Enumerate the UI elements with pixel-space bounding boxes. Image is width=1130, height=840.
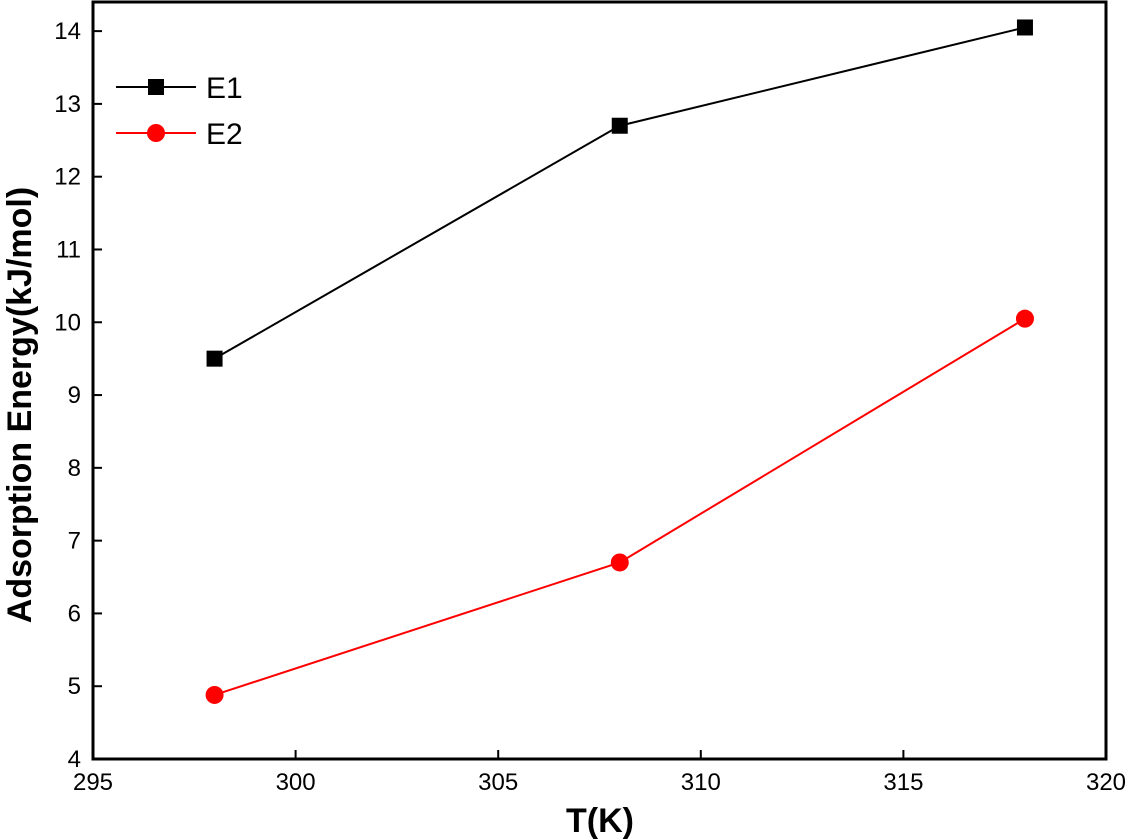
x-tick-label: 295	[73, 769, 113, 796]
x-tick-label: 305	[478, 769, 518, 796]
y-tick-label: 9	[68, 382, 81, 409]
data-point-e1	[206, 350, 223, 367]
data-point-e2	[1015, 309, 1034, 328]
legend-label-e1: E1	[206, 72, 243, 105]
x-tick-label: 300	[276, 769, 316, 796]
series-layer	[205, 19, 1034, 704]
y-axis-ticks: 4 5 6 7 8 9 10 11 12 13 14	[54, 18, 102, 773]
plot-frame	[91, 0, 1108, 761]
y-tick-label: 12	[54, 164, 81, 191]
x-axis-ticks: 295 300 305 310 315 320	[73, 750, 1126, 796]
legend-marker-e1	[148, 79, 164, 95]
y-tick-label: 11	[56, 236, 81, 263]
y-tick-label: 8	[68, 455, 81, 482]
y-tick-label: 13	[54, 91, 81, 118]
data-point-e2	[205, 685, 224, 704]
y-tick-label: 4	[68, 746, 81, 773]
x-tick-label: 320	[1086, 769, 1126, 796]
y-tick-label: 7	[68, 528, 81, 555]
y-tick-label: 14	[54, 18, 81, 45]
series-line-e1	[214, 26, 1026, 360]
legend-label-e2: E2	[206, 118, 243, 151]
y-tick-label: 10	[54, 309, 81, 336]
x-tick-label: 310	[681, 769, 721, 796]
legend-marker-e2	[147, 124, 165, 142]
x-tick-label: 315	[883, 769, 923, 796]
data-point-e1	[611, 117, 628, 134]
y-tick-label: 6	[68, 600, 81, 627]
x-axis-title: T(K)	[566, 802, 634, 840]
series-line-e2	[214, 317, 1026, 696]
y-axis-title: Adsorption Energy(kJ/mol)	[1, 187, 39, 623]
data-point-e2	[610, 553, 629, 572]
data-point-e1	[1016, 19, 1033, 36]
y-tick-label: 5	[68, 673, 81, 700]
